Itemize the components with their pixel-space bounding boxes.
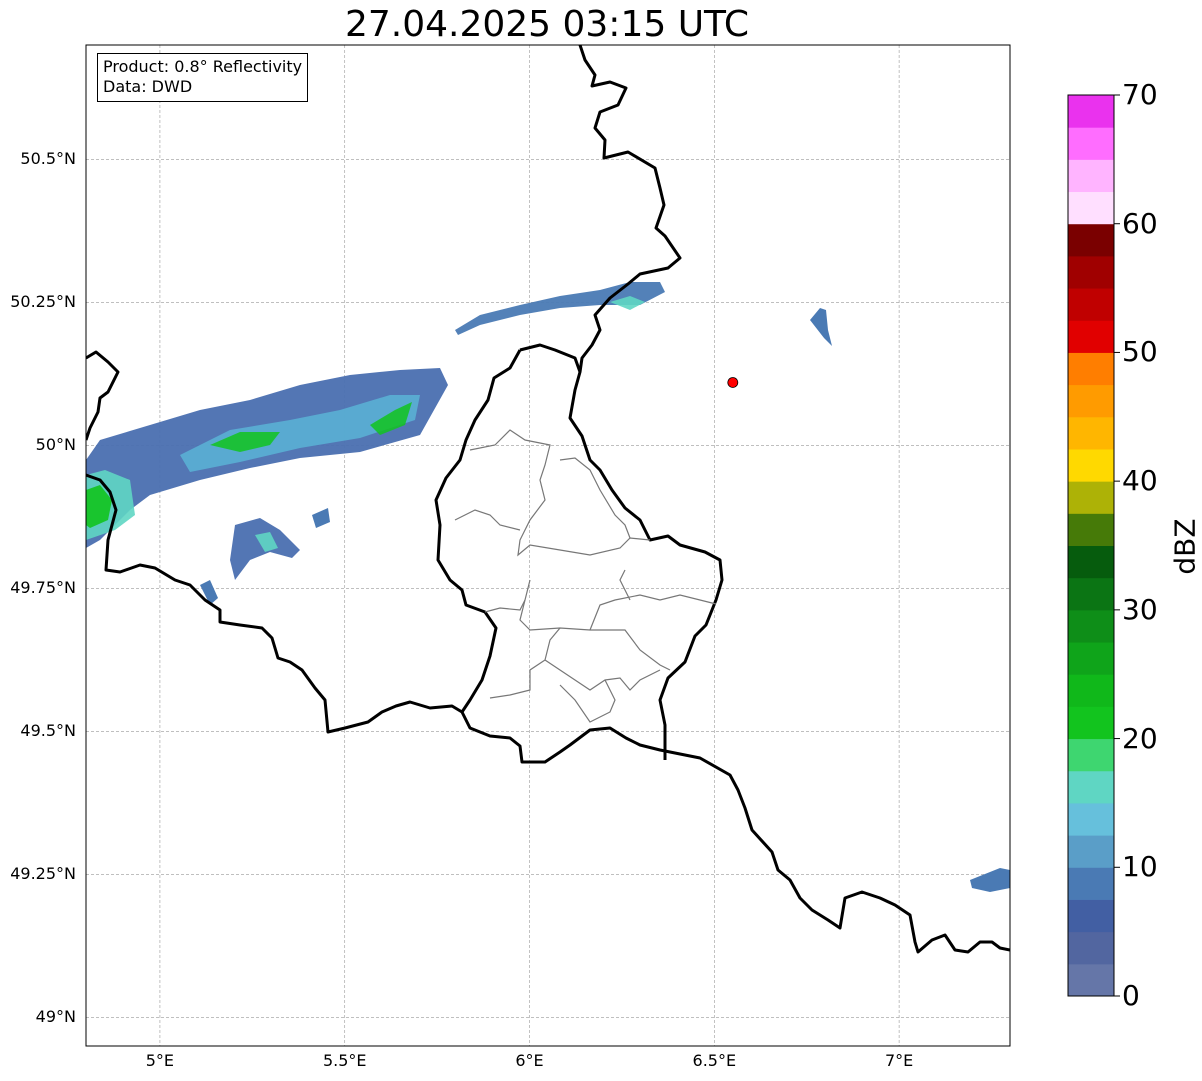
x-tick-label: 7°E	[884, 1051, 914, 1070]
map-title: 27.04.2025 03:15 UTC	[344, 4, 750, 45]
colorbar-segment	[1068, 223, 1114, 257]
echo-southeast	[970, 868, 1010, 892]
colorbar-segment	[1068, 738, 1114, 772]
colorbar-segment	[1068, 352, 1114, 386]
gridlines	[86, 45, 1010, 1046]
colorbar-segment	[1068, 545, 1114, 579]
colorbar-tick-label: 40	[1122, 464, 1158, 498]
x-tick-label: 6.5°E	[692, 1051, 737, 1070]
colorbar-segment	[1068, 963, 1114, 997]
echo-north-band	[455, 282, 665, 335]
echo-north-small	[810, 308, 832, 346]
colorbar-segment	[1068, 513, 1114, 546]
radar-echoes	[86, 282, 1010, 892]
colorbar-segment	[1068, 931, 1114, 965]
colorbar-segment	[1068, 320, 1114, 353]
data-source-label: Data: DWD	[103, 77, 193, 96]
echo-west-core	[86, 485, 112, 528]
colorbar-segment	[1068, 609, 1114, 643]
colorbar-tick-label: 60	[1122, 206, 1158, 240]
colorbar-frame	[1067, 94, 1115, 997]
product-label: Product: 0.8° Reflectivity	[103, 57, 303, 76]
echo-south-core	[255, 532, 278, 552]
colorbar-segment	[1068, 288, 1114, 321]
plot-frame	[85, 44, 1011, 1047]
info-box: Product: 0.8° Reflectivity Data: DWD	[97, 53, 309, 102]
y-tick-label: 49.5°N	[20, 721, 76, 741]
colorbar-segment	[1068, 448, 1114, 482]
colorbar-segment	[1068, 159, 1114, 193]
colorbar-segment	[1068, 127, 1114, 160]
echo-band-core2	[370, 402, 412, 435]
x-tick-label: 5°E	[145, 1051, 175, 1070]
y-tick-label: 49.25°N	[10, 864, 76, 884]
colorbar-segment	[1068, 255, 1114, 289]
colorbar-tick-label: 30	[1122, 592, 1158, 626]
y-tick-label: 50.25°N	[10, 292, 76, 312]
colorbar-tick-label: 70	[1122, 78, 1158, 111]
y-tick-label: 49°N	[35, 1007, 76, 1027]
colorbar-segment	[1068, 802, 1114, 836]
colorbar-segment	[1068, 706, 1114, 740]
district-borders	[454, 429, 717, 723]
colorbar-segment	[1068, 867, 1114, 900]
colorbar-unit-label: dBZ	[1168, 518, 1202, 575]
colorbar-segment	[1068, 191, 1114, 225]
y-tick-label: 50°N	[35, 435, 76, 455]
echo-small-west	[200, 580, 218, 605]
x-tick-label: 6°E	[515, 1051, 544, 1070]
colorbar-segment	[1068, 95, 1114, 128]
colorbar-segment	[1068, 481, 1114, 514]
colorbar-segment	[1068, 642, 1114, 675]
colorbar-segment	[1068, 674, 1114, 707]
colorbar-tick-label: 20	[1122, 721, 1158, 755]
country-borders	[86, 45, 1010, 954]
colorbar-segment	[1068, 416, 1114, 450]
colorbar-segment	[1068, 899, 1114, 933]
colorbar-tick-label: 10	[1122, 850, 1158, 884]
x-tick-label: 5.5°E	[322, 1051, 367, 1070]
echo-band-main-inner	[180, 395, 420, 472]
y-tick-label: 50.5°N	[20, 149, 76, 169]
radar-site-marker	[727, 377, 739, 388]
colorbar-segment	[1068, 835, 1114, 868]
colorbar	[1068, 94, 1120, 997]
y-tick-label: 49.75°N	[10, 578, 76, 598]
echo-north-core	[610, 296, 645, 310]
echo-small-mid	[312, 508, 330, 528]
colorbar-tick-label: 0	[1122, 979, 1140, 1012]
colorbar-segment	[1068, 770, 1114, 804]
colorbar-segment	[1068, 384, 1114, 418]
colorbar-segment	[1068, 577, 1114, 611]
colorbar-tick-label: 50	[1122, 335, 1158, 369]
echo-band-core	[210, 432, 280, 452]
